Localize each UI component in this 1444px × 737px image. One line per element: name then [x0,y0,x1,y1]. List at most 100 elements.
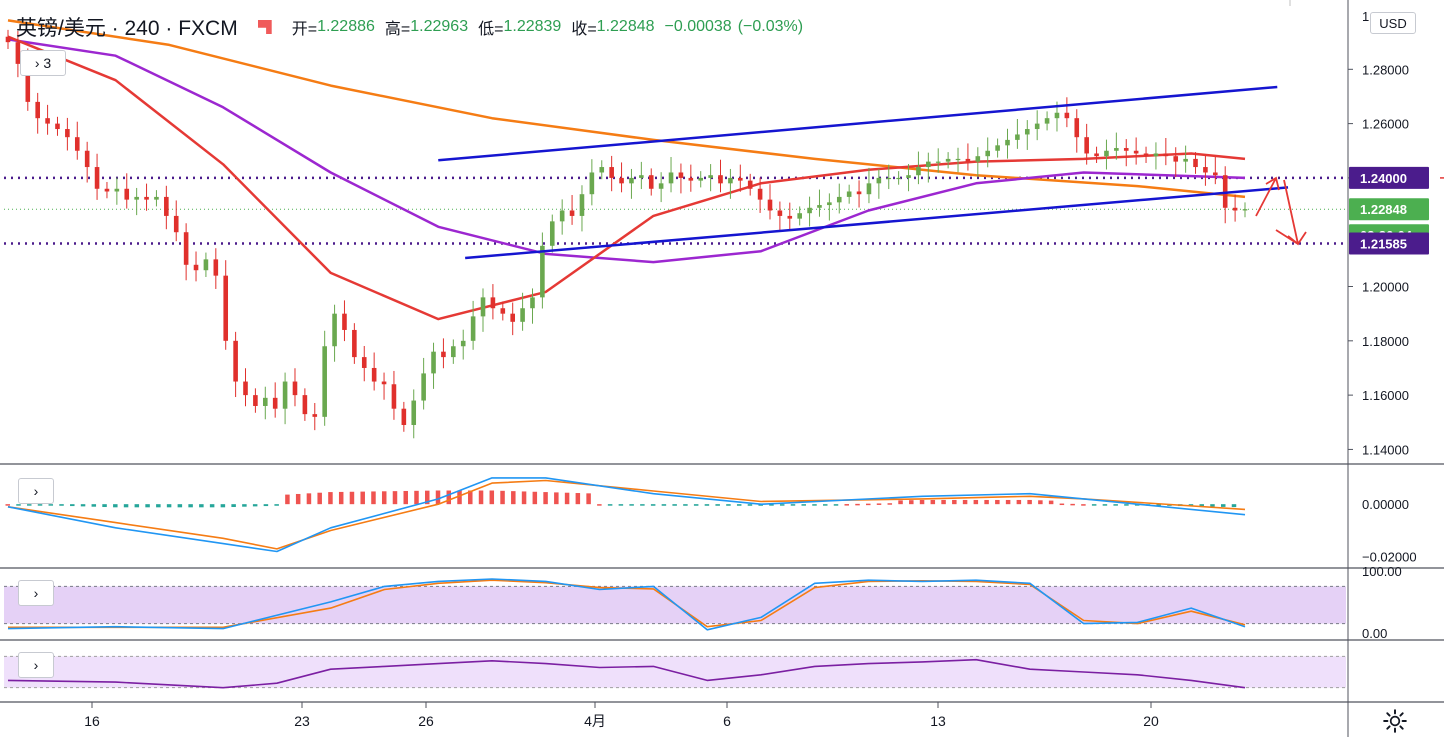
macd-histogram-bar [457,490,462,505]
candle-body [658,183,664,189]
macd-histogram-bar [597,504,602,506]
macd-histogram-bar [295,493,301,505]
currency-button[interactable]: USD [1370,12,1416,34]
candle-body [332,313,337,347]
candle-body [411,400,417,425]
macd-histogram-bar [629,504,634,506]
candle-body [866,183,872,195]
macd-histogram-bar [37,504,43,506]
candle-body [846,191,852,197]
candle-body [1163,153,1169,157]
ma-fast-line [7,35,1246,321]
candle-body [302,395,308,415]
candle-body [223,275,229,341]
candle-body [45,118,50,124]
candle-body [183,232,189,265]
candle-body [144,196,149,200]
ma-mid-line [7,38,1246,264]
candle-body [896,177,901,180]
candle-body [243,381,248,396]
macd-histogram-bar [220,504,226,508]
candle-body [312,414,318,417]
candle-body [104,188,110,192]
macd-histogram-bar [392,491,398,505]
macd-histogram-bar [231,504,236,508]
candle-body [1015,134,1020,140]
macd-histogram-bar [381,491,387,505]
chart-header: 英镑/美元 · 240 · FXCM 开= 1.22886 高= 1.22963… [0,12,809,42]
projection-down-arrow [1275,179,1307,246]
macd-histogram-bar [274,504,279,506]
macd-histogram-bar [102,504,107,508]
high-label: 高= [384,21,411,38]
macd-histogram-bar [726,504,731,506]
macd-histogram-bar [1027,499,1032,505]
macd-histogram-bar [564,492,570,505]
stoch-scale-label: 0.00 [1362,626,1387,641]
macd-histogram-bar [650,504,656,506]
low-label: 低= [478,21,504,38]
candle-body [1034,123,1040,130]
macd-histogram-bar [177,504,183,508]
macd-collapse-button[interactable]: › [18,478,54,504]
candle-body [1203,167,1208,173]
candle-body [15,42,21,64]
macd-histogram-bar [371,491,376,505]
candle-body [926,161,931,168]
macd-signal-line [7,479,1246,550]
candle-body [559,210,565,222]
time-tick-label: 23 [294,713,310,729]
candle-body [1143,153,1149,157]
macd-histogram-bar [769,504,774,506]
market-status-icon [257,20,272,34]
candle-body [84,150,90,168]
candle-body [381,381,387,385]
candle-body [747,180,753,189]
candle-body [836,196,842,203]
candle-body [431,351,436,374]
macd-histogram-bar [1081,504,1086,506]
candle-body [1183,158,1188,162]
candle-body [906,175,911,178]
close-value: 1.22848 [596,18,655,35]
macd-histogram-bar [113,504,118,508]
macd-histogram-bar [468,490,473,505]
macd-histogram-bar [640,504,645,506]
candle-body [1044,118,1050,124]
macd-histogram-bar [575,493,581,505]
price-badge-label: 1.22848 [1360,202,1407,217]
stoch-collapse-button[interactable]: › [18,580,54,606]
candle-body [728,177,733,184]
macd-histogram-bar [1016,499,1022,505]
candle-body [856,191,862,195]
price-tick-label: 1.16000 [1362,388,1409,403]
candle-body [371,367,377,382]
candle-body [1094,153,1099,157]
macd-histogram-bar [199,504,204,508]
macd-histogram-bar [887,503,893,505]
symbol-title[interactable]: 英镑/美元 · 240 · FXCM [16,17,238,40]
macd-histogram-bar [188,504,193,508]
macd-histogram-bar [478,490,484,505]
ma-slow-line [7,19,1246,199]
macd-histogram-bar [919,499,925,505]
candle-body [1104,150,1109,157]
candle-body [154,196,159,200]
candle-body [718,175,723,184]
candle-body [114,188,120,192]
macd-histogram-bar [801,504,806,506]
macd-histogram-bar [1048,500,1054,505]
candle-body [213,259,219,276]
candle-body [164,196,169,216]
rsi-collapse-button[interactable]: › [18,652,54,678]
candle-body [352,329,357,358]
macd-histogram-bar [833,504,839,506]
candle-body [460,340,466,347]
candle-body [1054,112,1060,119]
indicators-toggle-button[interactable]: › 3 [20,50,66,76]
macd-histogram-bar [876,503,882,505]
settings-gear-icon[interactable] [1382,708,1408,734]
macd-histogram-bar [586,493,591,505]
projection-up-arrow [1255,176,1280,217]
